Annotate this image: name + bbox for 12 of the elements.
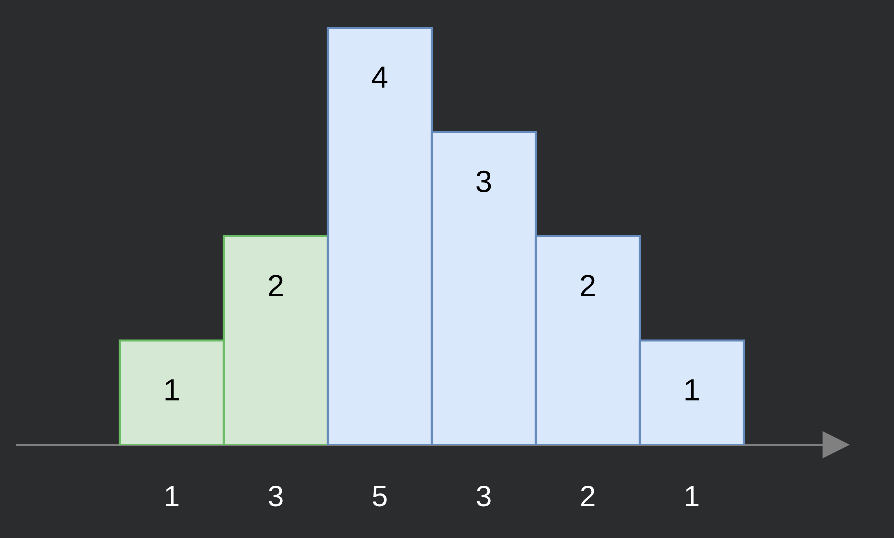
data-label: 1 <box>166 380 180 401</box>
x-tick-label: 1 <box>686 486 699 506</box>
data-label: 3 <box>476 170 492 192</box>
x-tick-label: 3 <box>269 486 283 507</box>
data-label: 2 <box>269 275 283 296</box>
data-label: 2 <box>581 275 595 296</box>
x-tick-label: 5 <box>373 486 387 507</box>
x-tick-label: 1 <box>166 486 179 506</box>
x-tick-label: 3 <box>477 486 491 507</box>
data-label: 1 <box>686 380 700 401</box>
data-label: 4 <box>372 66 388 88</box>
x-tick-label: 2 <box>581 486 595 506</box>
